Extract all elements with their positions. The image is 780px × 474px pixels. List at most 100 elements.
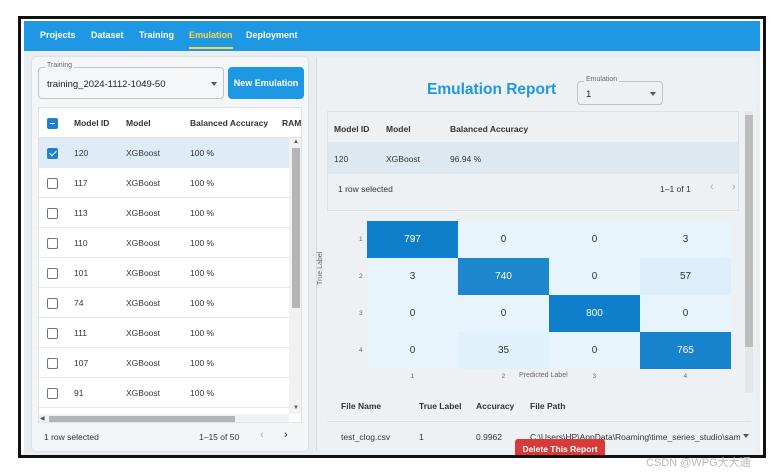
row-checkbox[interactable] <box>47 328 58 339</box>
scrollbar-thumb[interactable] <box>49 416 235 422</box>
y-tick-label: 4 <box>359 346 363 354</box>
column-header[interactable]: Model ID <box>334 124 370 134</box>
heatmap-cell: 740 <box>458 258 549 295</box>
row-model: XGBoost <box>126 388 161 398</box>
heatmap-cell: 0 <box>367 295 458 332</box>
scroll-down-icon[interactable]: ▼ <box>293 405 299 411</box>
tab-projects[interactable]: Projects <box>40 30 76 40</box>
table-row[interactable]: 113 XGBoost 100 % <box>39 198 289 228</box>
row-model-id: 91 <box>74 388 84 398</box>
heatmap-cell: 0 <box>549 221 640 258</box>
previous-page-icon[interactable]: ‹ <box>260 429 264 441</box>
y-tick-label: 2 <box>359 272 363 280</box>
heatmap-cell: 3 <box>367 258 458 295</box>
table-row[interactable]: 91 XGBoost 100 % <box>39 378 289 408</box>
vertical-scrollbar[interactable] <box>745 111 753 393</box>
row-model-id: 101 <box>74 268 89 278</box>
training-select-label: Training <box>45 62 75 69</box>
table-row[interactable]: 117 XGBoost 100 % <box>39 168 289 198</box>
tab-emulation[interactable]: Emulation <box>189 21 233 51</box>
row-balanced-accuracy: 100 % <box>190 238 215 248</box>
table-row[interactable]: 111 XGBoost 100 % <box>39 318 289 348</box>
page-title: Emulation Report <box>427 81 557 98</box>
row-file-name: test_clog.csv <box>341 432 391 442</box>
column-header[interactable]: RAM ( <box>282 118 302 128</box>
column-header[interactable]: True Label <box>419 401 462 411</box>
row-model-id: 111 <box>74 328 87 338</box>
column-header[interactable]: Model <box>126 118 151 128</box>
table-row[interactable]: 110 XGBoost 100 % <box>39 228 289 258</box>
scrollbar-thumb[interactable] <box>292 148 300 308</box>
row-checkbox[interactable] <box>47 148 58 159</box>
row-true-label: 1 <box>419 432 424 442</box>
row-checkbox[interactable] <box>47 298 58 309</box>
table-row[interactable]: 101 XGBoost 100 % <box>39 258 289 288</box>
row-accuracy: 0.9962 <box>476 432 502 442</box>
next-page-icon[interactable]: › <box>284 429 288 441</box>
row-balanced-accuracy: 96.94 % <box>450 154 482 164</box>
chevron-down-icon[interactable] <box>743 434 749 438</box>
row-checkbox[interactable] <box>47 358 58 369</box>
select-all-checkbox[interactable] <box>47 118 58 129</box>
table-row[interactable]: 120 XGBoost 100 % <box>39 138 289 168</box>
confusion-matrix: True Label Predicted Label 797 0 0 3 3 740 0 57… <box>317 57 757 380</box>
heatmap-cell: 0 <box>549 332 640 369</box>
scroll-up-icon[interactable]: ▲ <box>293 139 299 145</box>
heatmap-cell: 0 <box>458 295 549 332</box>
row-model: XGBoost <box>126 298 161 308</box>
training-select[interactable]: Training training_2024-1112-1049-50 <box>38 62 224 99</box>
row-model: XGBoost <box>126 178 161 188</box>
column-header[interactable]: File Path <box>530 401 566 411</box>
column-header[interactable]: Accuracy <box>476 401 515 411</box>
delete-report-button[interactable]: Delete This Report <box>515 439 605 455</box>
main-content: Training training_2024-1112-1049-50 New … <box>24 51 760 455</box>
scroll-left-icon[interactable]: ◀ <box>40 416 45 422</box>
x-tick-label: 1 <box>410 373 415 380</box>
tab-deployment[interactable]: Deployment <box>246 30 298 40</box>
table-row[interactable]: 74 XGBoost 100 % <box>39 288 289 318</box>
column-header[interactable]: Model ID <box>74 118 110 128</box>
chevron-down-icon <box>211 82 217 86</box>
pagination-range: 1–1 of 1 <box>660 184 691 194</box>
previous-page-icon[interactable]: ‹ <box>710 181 714 193</box>
row-model-id: 74 <box>74 298 84 308</box>
table-header: Model ID Model Balanced Accuracy RAM ( <box>39 108 302 138</box>
scrollbar-thumb[interactable] <box>745 115 753 347</box>
training-select-value: training_2024-1112-1049-50 <box>47 79 166 90</box>
row-model: XGBoost <box>126 238 161 248</box>
table-row[interactable]: 107 XGBoost 100 % <box>39 348 289 378</box>
heatmap-cell: 0 <box>549 258 640 295</box>
row-checkbox[interactable] <box>47 208 58 219</box>
y-tick-label: 1 <box>359 235 363 243</box>
tab-dataset[interactable]: Dataset <box>91 30 124 40</box>
new-emulation-button[interactable]: New Emulation <box>228 67 304 99</box>
row-model-id: 107 <box>74 358 89 368</box>
column-header[interactable]: Balanced Accuracy <box>450 124 529 134</box>
selected-count: 1 row selected <box>44 432 99 442</box>
column-header[interactable]: Model <box>386 124 411 134</box>
tab-training[interactable]: Training <box>139 30 175 40</box>
row-model: XGBoost <box>126 358 161 368</box>
horizontal-scrollbar[interactable]: ◀ <box>39 414 289 422</box>
row-checkbox[interactable] <box>47 178 58 189</box>
chevron-down-icon <box>650 92 656 96</box>
table-row[interactable]: 120 XGBoost 96.94 % <box>328 142 738 174</box>
row-model: XGBoost <box>386 154 421 164</box>
heatmap-cell: 0 <box>458 221 549 258</box>
table-row[interactable]: test_clog.csv 1 0.9962 C:\Users\HP\AppDa… <box>327 421 751 445</box>
next-page-icon[interactable]: › <box>732 181 736 193</box>
heatmap-cell: 797 <box>367 221 458 258</box>
column-header[interactable]: Balanced Accuracy <box>190 118 269 128</box>
heatmap-cell: 35 <box>458 332 549 369</box>
emulation-report-panel: Emulation Report Emulation 1 Model ID Mo… <box>316 57 757 455</box>
emulation-select[interactable]: Emulation 1 <box>577 76 663 105</box>
heatmap-cell: 57 <box>640 258 731 295</box>
vertical-scrollbar[interactable]: ▲ ▼ <box>289 138 301 414</box>
row-model-id: 117 <box>74 178 88 188</box>
watermark: CSDN @WPG大大通 <box>646 457 751 469</box>
row-model: XGBoost <box>126 328 161 338</box>
column-header[interactable]: File Name <box>341 401 382 411</box>
row-checkbox[interactable] <box>47 388 58 399</box>
row-checkbox[interactable] <box>47 238 58 249</box>
row-checkbox[interactable] <box>47 268 58 279</box>
